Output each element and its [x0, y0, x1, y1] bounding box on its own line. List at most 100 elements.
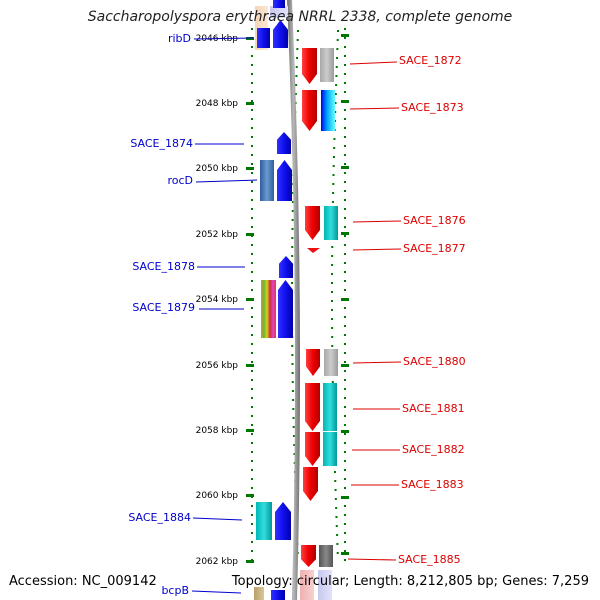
cds-block-SACE_1885: [319, 545, 333, 567]
track-dot: [344, 334, 346, 336]
track-dot: [291, 372, 294, 374]
gene-label-SACE_1883: SACE_1883: [401, 478, 464, 491]
track-dot: [332, 156, 335, 158]
track-dot: [344, 172, 346, 174]
track-dot: [291, 237, 294, 239]
track-dot: [291, 345, 294, 347]
track-dot: [344, 46, 346, 48]
track-dot: [344, 352, 346, 354]
track-dot: [251, 208, 253, 210]
track-dot: [344, 433, 346, 435]
track-dot: [291, 282, 294, 284]
feature-context-block: [300, 570, 314, 600]
gene-label-SACE_1872: SACE_1872: [399, 54, 462, 67]
track-dot: [344, 73, 346, 75]
track-dot: [331, 336, 334, 338]
track-dot: [334, 102, 337, 104]
cds-arrow-SACE_1884: [275, 502, 291, 540]
track-dot: [344, 199, 346, 201]
leader-line-SACE_1872: [349, 61, 398, 65]
ruler-label-2062-kbp: 2062 kbp: [196, 557, 239, 567]
gene-label-SACE_1878: SACE_1878: [132, 260, 195, 273]
gene-label-SACE_1877: SACE_1877: [403, 242, 466, 255]
cds-arrow-SACE_1876: [305, 206, 320, 240]
cds-block-SACE_1880: [324, 349, 338, 376]
track-dot: [251, 424, 253, 426]
track-dot: [344, 442, 346, 444]
ruler-major-tick: [246, 102, 254, 105]
track-dot: [251, 541, 253, 543]
track-dot: [332, 192, 335, 194]
gene-label-rocD: rocD: [167, 174, 193, 187]
track-dot: [296, 48, 299, 50]
track-dot: [331, 264, 334, 266]
track-dot: [331, 345, 334, 347]
track-dot: [251, 253, 253, 255]
track-dot: [292, 192, 295, 194]
track-dot: [291, 381, 294, 383]
cds-block-SACE_1879: [261, 280, 276, 338]
track-dot: [344, 451, 346, 453]
track-dot: [335, 84, 338, 86]
cds-block-SACE_1872: [320, 48, 334, 82]
track-dot: [331, 273, 334, 275]
track-dot: [344, 289, 346, 291]
track-dot: [296, 57, 299, 59]
cds-block-SACE_1884: [256, 502, 272, 540]
track-dot: [295, 75, 298, 77]
track-dot: [291, 201, 294, 203]
leader-line-SACE_1884: [192, 517, 243, 521]
track-dot: [344, 253, 346, 255]
track-dot: [292, 417, 295, 419]
gene-label-SACE_1885: SACE_1885: [398, 553, 461, 566]
track-dot: [344, 343, 346, 345]
track-dot: [331, 255, 334, 257]
track-dot: [251, 433, 253, 435]
track-dot: [291, 219, 294, 221]
track-dot: [344, 208, 346, 210]
track-dot: [334, 498, 337, 500]
gene-label-SACE_1881: SACE_1881: [402, 402, 465, 415]
track-dot: [251, 343, 253, 345]
track-dot: [331, 201, 334, 203]
ruler-major-tick: [246, 429, 254, 432]
cds-arrow-rocD: [277, 160, 292, 201]
track-dot: [344, 361, 346, 363]
ruler-minor-tick: [341, 430, 349, 433]
track-dot: [344, 559, 346, 561]
track-dot: [344, 244, 346, 246]
ruler-minor-tick: [341, 496, 349, 499]
track-dot: [294, 93, 297, 95]
track-dot: [251, 307, 253, 309]
ruler-minor-tick: [341, 166, 349, 169]
track-dot: [251, 505, 253, 507]
track-dot: [344, 460, 346, 462]
track-dot: [251, 388, 253, 390]
track-dot: [251, 325, 253, 327]
cds-block-SACE_1873: [321, 90, 335, 131]
track-dot: [331, 246, 334, 248]
track-dot: [344, 91, 346, 93]
track-dot: [291, 246, 294, 248]
track-dot: [251, 487, 253, 489]
cds-arrow-SACE_1885: [301, 545, 316, 567]
track-dot: [251, 100, 253, 102]
ruler-label-2056-kbp: 2056 kbp: [196, 361, 239, 371]
leader-line-SACE_1877: [352, 248, 402, 251]
ruler-major-tick: [246, 167, 254, 170]
track-dot: [344, 136, 346, 138]
accession-text: Accession: NC_009142: [9, 574, 157, 589]
track-dot: [335, 507, 338, 509]
track-dot: [251, 460, 253, 462]
track-dot: [344, 163, 346, 165]
ruler-label-2060-kbp: 2060 kbp: [196, 491, 239, 501]
track-dot: [344, 388, 346, 390]
track-dot: [344, 523, 346, 525]
track-dot: [292, 399, 295, 401]
leader-line-rocD: [195, 179, 258, 183]
track-dot: [344, 478, 346, 480]
track-dot: [335, 516, 338, 518]
track-dot: [251, 28, 253, 30]
track-dot: [251, 379, 253, 381]
track-dot: [344, 469, 346, 471]
